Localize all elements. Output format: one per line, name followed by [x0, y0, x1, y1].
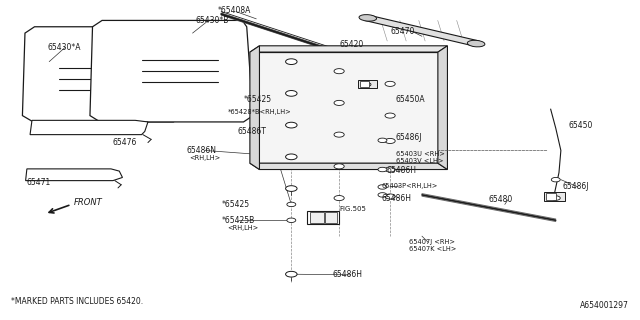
Circle shape	[385, 194, 395, 199]
Circle shape	[547, 195, 555, 199]
Text: 65450: 65450	[568, 121, 593, 130]
Circle shape	[285, 154, 297, 160]
Bar	[360, 81, 369, 87]
Circle shape	[334, 100, 344, 105]
Circle shape	[285, 186, 297, 191]
Text: 65471: 65471	[27, 178, 51, 187]
Text: 65450A: 65450A	[395, 95, 425, 104]
Ellipse shape	[467, 40, 485, 47]
Polygon shape	[438, 46, 447, 170]
Bar	[325, 212, 337, 223]
Polygon shape	[250, 46, 259, 170]
Circle shape	[285, 122, 297, 128]
Bar	[544, 192, 564, 201]
Text: 65476: 65476	[113, 138, 137, 147]
Circle shape	[364, 83, 371, 86]
Circle shape	[285, 91, 297, 96]
Circle shape	[334, 132, 344, 137]
Text: 65486H: 65486H	[382, 194, 412, 203]
Text: *65408A: *65408A	[218, 6, 252, 15]
Text: 65420: 65420	[339, 40, 364, 49]
Text: 65480: 65480	[489, 195, 513, 204]
Bar	[546, 193, 556, 200]
Text: 65403V <LH>: 65403V <LH>	[396, 158, 444, 164]
Text: 65486J: 65486J	[395, 133, 422, 142]
Text: *65428*B<RH,LH>: *65428*B<RH,LH>	[228, 109, 291, 116]
Text: 65403U <RH>: 65403U <RH>	[396, 151, 445, 157]
Circle shape	[285, 271, 297, 277]
Text: 65430*A: 65430*A	[47, 43, 81, 52]
Text: 65486N: 65486N	[186, 146, 216, 155]
Circle shape	[378, 193, 387, 197]
Text: FRONT: FRONT	[74, 198, 102, 207]
Circle shape	[378, 167, 387, 172]
Polygon shape	[90, 20, 253, 122]
Bar	[310, 212, 324, 223]
Text: 65486H: 65486H	[387, 166, 417, 175]
Text: 65470: 65470	[390, 27, 415, 36]
Text: <RH,LH>: <RH,LH>	[228, 225, 259, 231]
Circle shape	[287, 202, 296, 207]
Polygon shape	[250, 52, 438, 163]
Text: A654001297: A654001297	[580, 301, 629, 310]
Bar	[358, 80, 378, 88]
Polygon shape	[26, 169, 122, 180]
Text: FIG.505: FIG.505	[339, 206, 366, 212]
Text: 65430*B: 65430*B	[196, 16, 229, 25]
Circle shape	[385, 167, 395, 172]
Text: 65403P<RH,LH>: 65403P<RH,LH>	[382, 183, 438, 189]
Text: <RH,LH>: <RH,LH>	[189, 156, 221, 161]
Circle shape	[385, 113, 395, 118]
Ellipse shape	[359, 15, 376, 21]
Text: 65407J <RH>: 65407J <RH>	[409, 239, 455, 245]
Text: *65425: *65425	[244, 95, 271, 104]
Circle shape	[378, 185, 387, 189]
Polygon shape	[30, 120, 148, 135]
Circle shape	[334, 164, 344, 169]
Circle shape	[551, 196, 560, 200]
Text: *65425: *65425	[221, 200, 250, 209]
Circle shape	[334, 69, 344, 74]
Polygon shape	[22, 27, 183, 122]
Circle shape	[385, 81, 395, 86]
Polygon shape	[250, 46, 447, 52]
Polygon shape	[365, 16, 479, 46]
Bar	[307, 211, 339, 224]
Circle shape	[385, 139, 395, 143]
Text: 65486H: 65486H	[333, 270, 363, 279]
Text: *MARKED PARTS INCLUDES 65420.: *MARKED PARTS INCLUDES 65420.	[11, 297, 143, 306]
Text: *65425B: *65425B	[221, 216, 255, 225]
Text: 65407K <LH>: 65407K <LH>	[409, 246, 456, 252]
Circle shape	[287, 218, 296, 222]
Circle shape	[334, 196, 344, 201]
Text: 65486T: 65486T	[237, 127, 266, 136]
Polygon shape	[250, 163, 447, 170]
Text: 65486J: 65486J	[562, 182, 589, 191]
Circle shape	[285, 59, 297, 65]
Circle shape	[378, 138, 387, 142]
Circle shape	[551, 178, 560, 182]
